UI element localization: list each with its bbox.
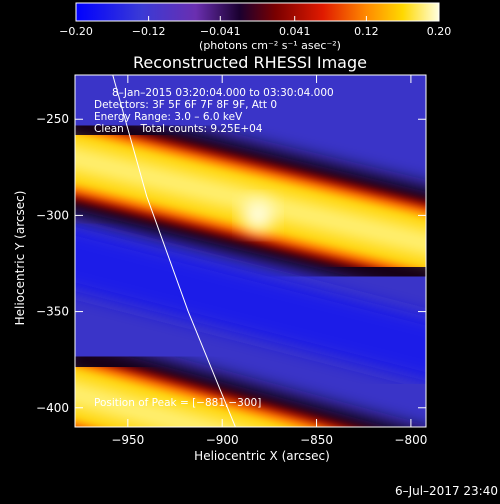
annotation-peak: Position of Peak = [−881,−300] [94, 397, 261, 409]
colorbar-gradient [75, 2, 440, 22]
annotation-time-range: 8–Jan–2015 03:20:04.000 to 03:30:04.000 [112, 87, 334, 99]
band-core [75, 145, 426, 257]
band-core [75, 380, 247, 427]
y-tick-label: −400 [36, 401, 69, 415]
colorbar-tick-label: −0.12 [132, 25, 166, 38]
colorbar-tick-label: 0.20 [427, 25, 452, 38]
colorbar-tick-label: −0.20 [59, 25, 93, 38]
chart-title: Reconstructed RHESSI Image [133, 53, 367, 72]
x-tick-label: −950 [111, 433, 144, 447]
plot-annotations: 8–Jan–2015 03:20:04.000 to 03:30:04.000 … [94, 87, 334, 409]
x-axis-label: Heliocentric X (arcsec) [194, 449, 330, 463]
low-band [75, 227, 426, 381]
annotation-clean: Clean Total counts: 9.25E+04 [94, 123, 263, 135]
y-tick-label: −300 [36, 208, 69, 222]
plot-frame [74, 74, 427, 428]
colorbar-unit-label: (photons cm⁻² s⁻¹ asec⁻²) [199, 39, 341, 52]
x-tick-label: −850 [300, 433, 333, 447]
x-axis: −950 −900 −850 −800 [111, 75, 427, 447]
peak-highlight [242, 199, 275, 232]
y-axis: −250 −300 −350 −400 [36, 112, 426, 415]
colorbar-tick-label: 0.041 [279, 25, 311, 38]
annotation-detectors: Detectors: 3F 5F 6F 7F 8F 9F, Att 0 [94, 99, 277, 111]
x-tick-label: −900 [206, 433, 239, 447]
y-tick-label: −250 [36, 112, 69, 126]
plot-date: 6–Jul–2017 23:40 [394, 484, 498, 498]
colorbar-ticks: −0.20 −0.12 −0.041 0.041 0.12 0.20 [59, 16, 451, 38]
heatmap-image [75, 75, 426, 427]
heatmap-bands [75, 101, 426, 427]
colorbar: −0.20 −0.12 −0.041 0.041 0.12 0.20 (photons c… [59, 2, 451, 52]
colorbar-tick-label: 0.12 [354, 25, 379, 38]
y-axis-label: Heliocentric Y (arcsec) [13, 191, 27, 326]
x-tick-label: −800 [394, 433, 427, 447]
annotation-energy: Energy Range: 3.0 – 6.0 keV [94, 111, 243, 123]
y-tick-label: −350 [36, 305, 69, 319]
colorbar-tick-label: −0.041 [200, 25, 241, 38]
solar-limb-curve [112, 75, 236, 427]
